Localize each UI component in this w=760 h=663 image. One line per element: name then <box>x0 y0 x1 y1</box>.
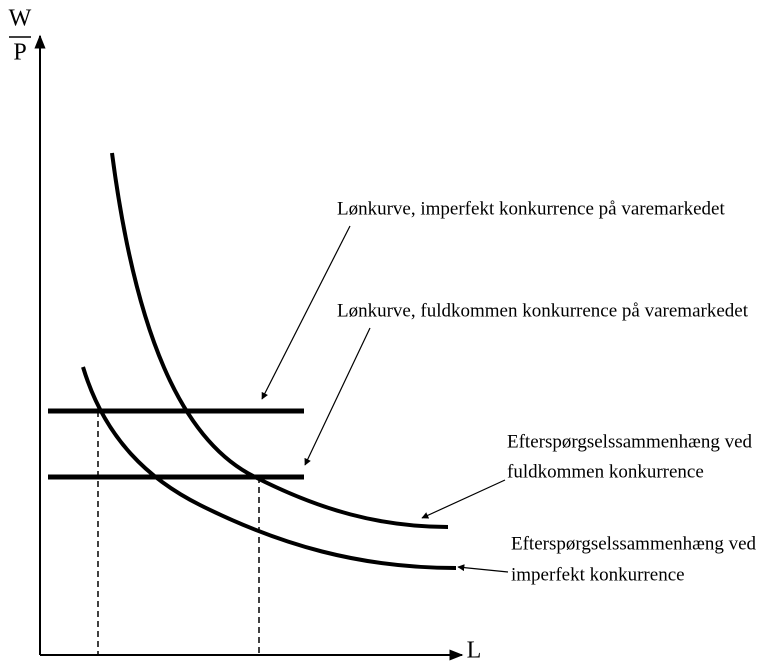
x-label: L <box>467 638 482 663</box>
pointer-arrow <box>421 479 506 519</box>
label: fuldkommen konkurrence <box>507 461 704 482</box>
demand-curve-imperfect <box>81 366 457 570</box>
pointer-arrow <box>304 327 371 466</box>
label: Lønkurve, imperfekt konkurrence på varem… <box>337 198 725 219</box>
y-label-top: W <box>9 6 32 32</box>
pointer-arrow <box>457 564 509 573</box>
label: Lønkurve, fuldkommen konkurrence på vare… <box>337 300 749 321</box>
label: Efterspørgselssammenhæng ved <box>511 533 757 554</box>
label: Efterspørgselssammenhæng ved <box>507 431 753 452</box>
pointer-arrow <box>261 225 351 400</box>
demand-curve-perfect <box>110 152 449 529</box>
y-label-bottom: P <box>13 40 26 66</box>
label: imperfekt konkurrence <box>511 564 685 585</box>
